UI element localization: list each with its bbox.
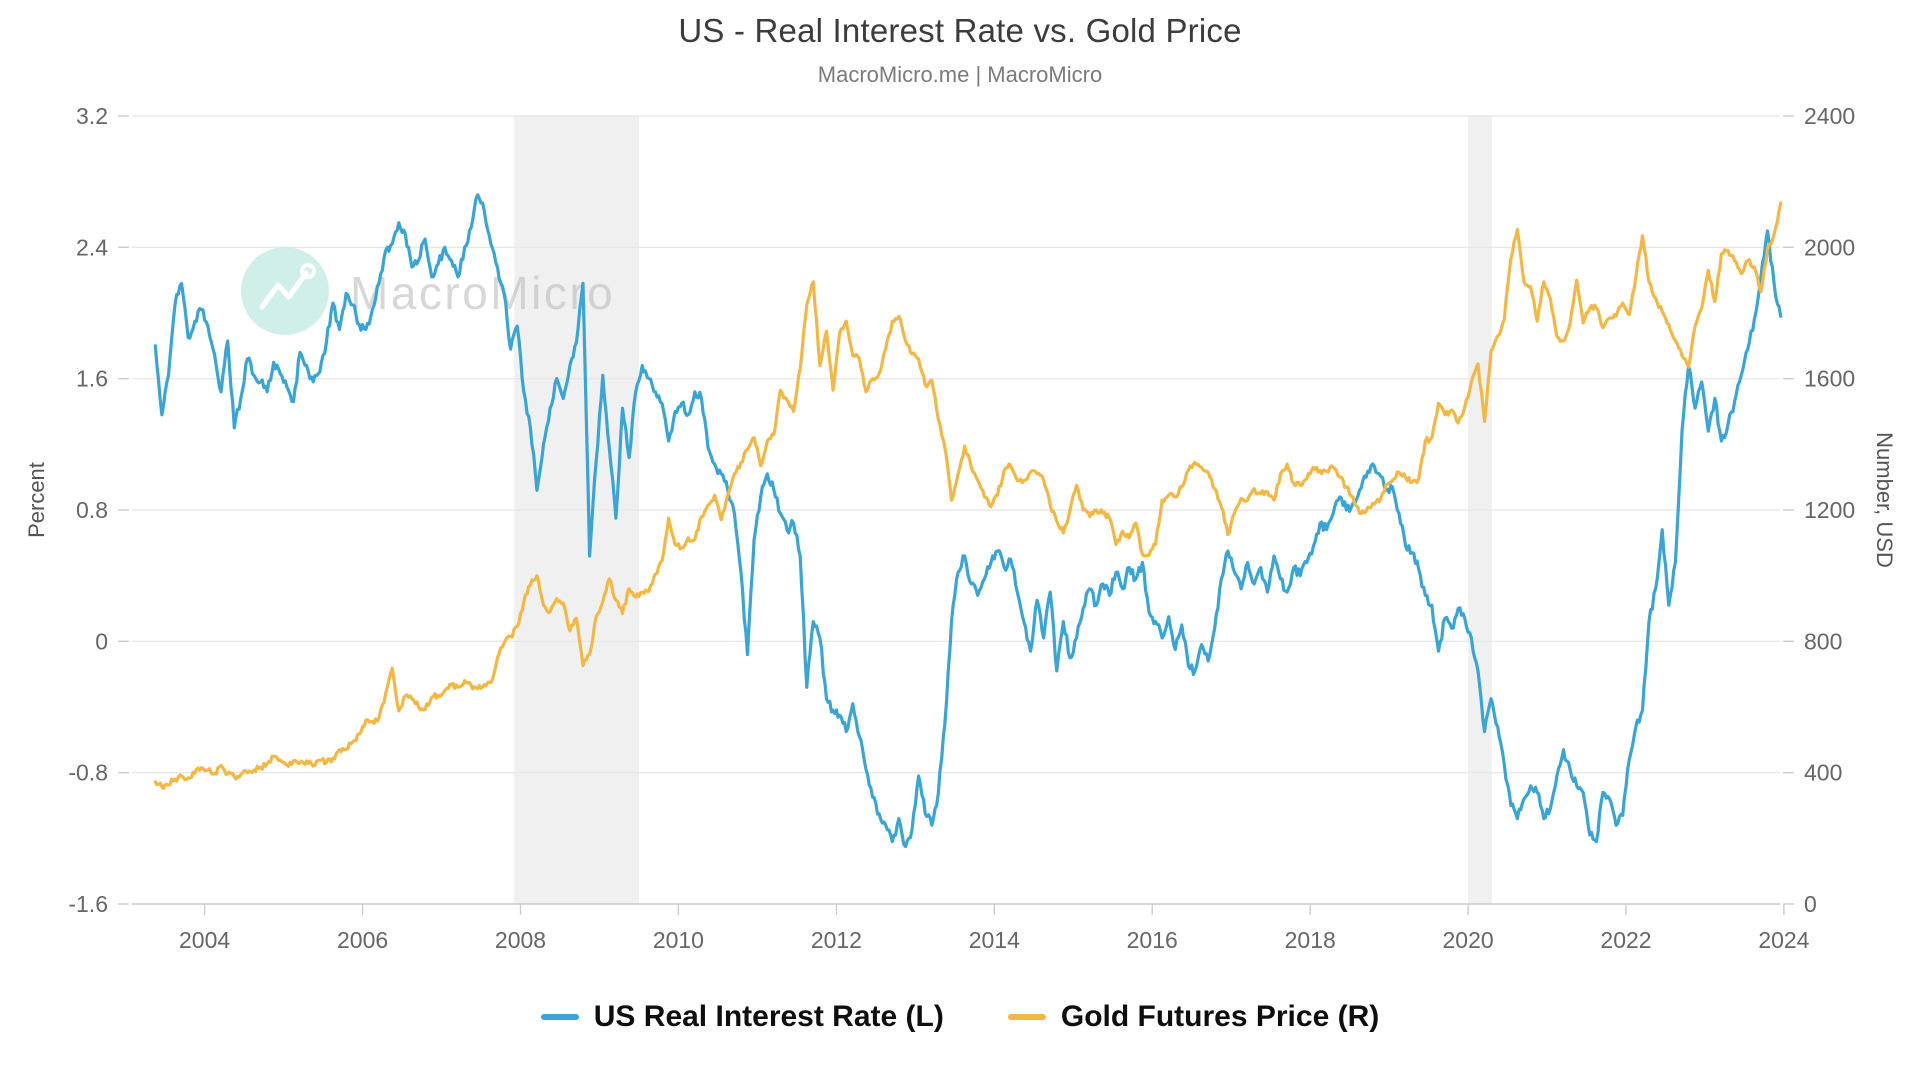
x-axis-tick-label: 2010 [653, 927, 704, 953]
right-axis-tick-label: 800 [1804, 628, 1842, 654]
right-axis-tick-label: 2000 [1804, 234, 1855, 260]
x-axis-tick-label: 2020 [1443, 927, 1494, 953]
x-axis-tick-label: 2022 [1600, 927, 1651, 953]
right-axis-tick-label: 2400 [1804, 103, 1855, 129]
us-real-interest-rate-line[interactable] [153, 193, 1783, 849]
x-axis-tick-label: 2006 [337, 927, 388, 953]
gridlines [118, 115, 1794, 915]
left-axis-tick-label: 0.8 [76, 497, 108, 523]
watermark: MacroMicro [241, 247, 615, 335]
x-axis-tick-label: 2014 [969, 927, 1020, 953]
right-axis-title: Number, USD [1872, 432, 1897, 568]
left-axis-tick-label: 3.2 [76, 103, 108, 129]
x-axis-tick-label: 2016 [1127, 927, 1178, 953]
x-axis-tick-label: 2008 [495, 927, 546, 953]
legend-item-gold-futures-price[interactable]: Gold Futures Price (R) [1007, 1000, 1380, 1034]
left-axis-tick-label: -0.8 [68, 760, 108, 786]
left-axis-tick-label: -1.6 [68, 891, 108, 917]
legend-dash-blue-icon [540, 1014, 579, 1020]
gold-futures-price-line[interactable] [153, 201, 1783, 790]
left-axis-title: Percent [24, 462, 49, 538]
left-axis-tick-label: 2.4 [76, 234, 108, 260]
x-axis-tick-label: 2024 [1758, 927, 1809, 953]
right-axis-tick-label: 400 [1804, 760, 1842, 786]
right-axis-tick-label: 1600 [1804, 366, 1855, 392]
left-axis-tick-label: 0 [95, 628, 108, 654]
x-axis-tick-label: 2004 [179, 927, 230, 953]
watermark-text: MacroMicro [350, 267, 615, 319]
right-axis-tick-label: 1200 [1804, 497, 1855, 523]
x-axis-tick-label: 2018 [1285, 927, 1336, 953]
axis-tick-labels: 3.2 2400 2.4 2000 1.6 1600 0.8 1200 0 800 -0.8 400 -… [68, 103, 1855, 953]
chart-subtitle: MacroMicro.me | MacroMicro [817, 62, 1103, 87]
legend-dash-gold-icon [1007, 1014, 1046, 1020]
logo-dot-icon [300, 263, 316, 279]
legend-label-gold-futures-price: Gold Futures Price (R) [1060, 1000, 1380, 1033]
x-axis-tick-label: 2012 [811, 927, 862, 953]
chart-title: US - Real Interest Rate vs. Gold Price [678, 12, 1242, 49]
left-axis-tick-label: 1.6 [76, 366, 108, 392]
right-axis-tick-label: 0 [1804, 891, 1817, 917]
legend-item-us-real-interest-rate[interactable]: US Real Interest Rate (L) [540, 1000, 944, 1034]
legend-label-us-real-interest-rate: US Real Interest Rate (L) [593, 1000, 944, 1033]
logo-zigzag-icon [259, 270, 309, 310]
legend: US Real Interest Rate (L) Gold Futures P… [0, 1000, 1920, 1034]
